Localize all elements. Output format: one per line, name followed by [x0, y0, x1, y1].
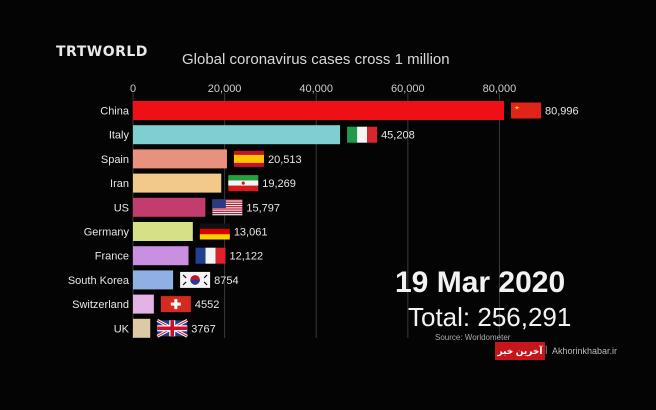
value-label: 80,996	[545, 106, 579, 118]
value-label: 45,208	[381, 130, 415, 142]
x-tick-label: 40,000	[299, 83, 333, 95]
spain-flag-icon	[233, 150, 264, 167]
value-label: 8754	[214, 275, 238, 287]
watermark-url: Akhorinkhabar.ir	[552, 346, 618, 356]
iran-flag-icon	[228, 175, 259, 192]
watermark-badge: آخرین خبر	[495, 342, 545, 360]
value-label: 4552	[195, 299, 219, 311]
date-label: 19 Mar 2020	[395, 266, 566, 299]
switzerland-flag-icon	[160, 296, 191, 313]
category-label: UK	[114, 323, 130, 335]
value-label: 3767	[191, 323, 215, 335]
south-korea-flag-icon	[180, 271, 211, 288]
germany-flag-icon	[199, 223, 230, 240]
category-label: US	[114, 202, 129, 214]
category-label: France	[95, 251, 129, 263]
value-label: 20,513	[268, 154, 302, 166]
category-label: China	[100, 106, 130, 118]
category-label: Italy	[109, 130, 130, 142]
source-label: Source: Worldometer	[435, 333, 511, 342]
value-label: 19,269	[262, 178, 296, 190]
watermark-icon: |	[545, 344, 548, 354]
total-label: Total: 256,291	[408, 302, 572, 332]
category-label: Spain	[101, 154, 129, 166]
category-label: Germany	[84, 227, 130, 239]
bar	[133, 197, 206, 217]
category-label: Switzerland	[72, 299, 129, 311]
category-label: South Korea	[68, 275, 130, 287]
x-tick-label: 20,000	[208, 83, 242, 95]
value-label: 12,122	[230, 251, 264, 263]
x-tick-label: 0	[130, 83, 136, 95]
france-flag-icon	[195, 247, 226, 264]
italy-flag-icon	[347, 126, 378, 143]
x-tick-label: 60,000	[391, 83, 425, 95]
bar	[133, 125, 341, 145]
chart-title: Global coronavirus cases cross 1 million	[182, 51, 450, 68]
category-label: Iran	[110, 178, 129, 190]
bar	[133, 101, 504, 120]
bar	[133, 318, 151, 338]
bar	[133, 294, 154, 314]
china-flag-icon	[511, 102, 541, 119]
bar	[133, 270, 174, 290]
us-flag-icon	[212, 199, 243, 216]
bar	[133, 149, 227, 169]
brand-logo: TRTWORLD	[56, 44, 148, 60]
uk-flag-icon	[156, 318, 188, 338]
value-label: 15,797	[246, 202, 280, 214]
x-tick-label: 80,000	[483, 83, 517, 95]
bar	[133, 173, 222, 193]
bar	[133, 222, 193, 241]
bar	[133, 246, 189, 266]
value-label: 13,061	[234, 227, 268, 239]
